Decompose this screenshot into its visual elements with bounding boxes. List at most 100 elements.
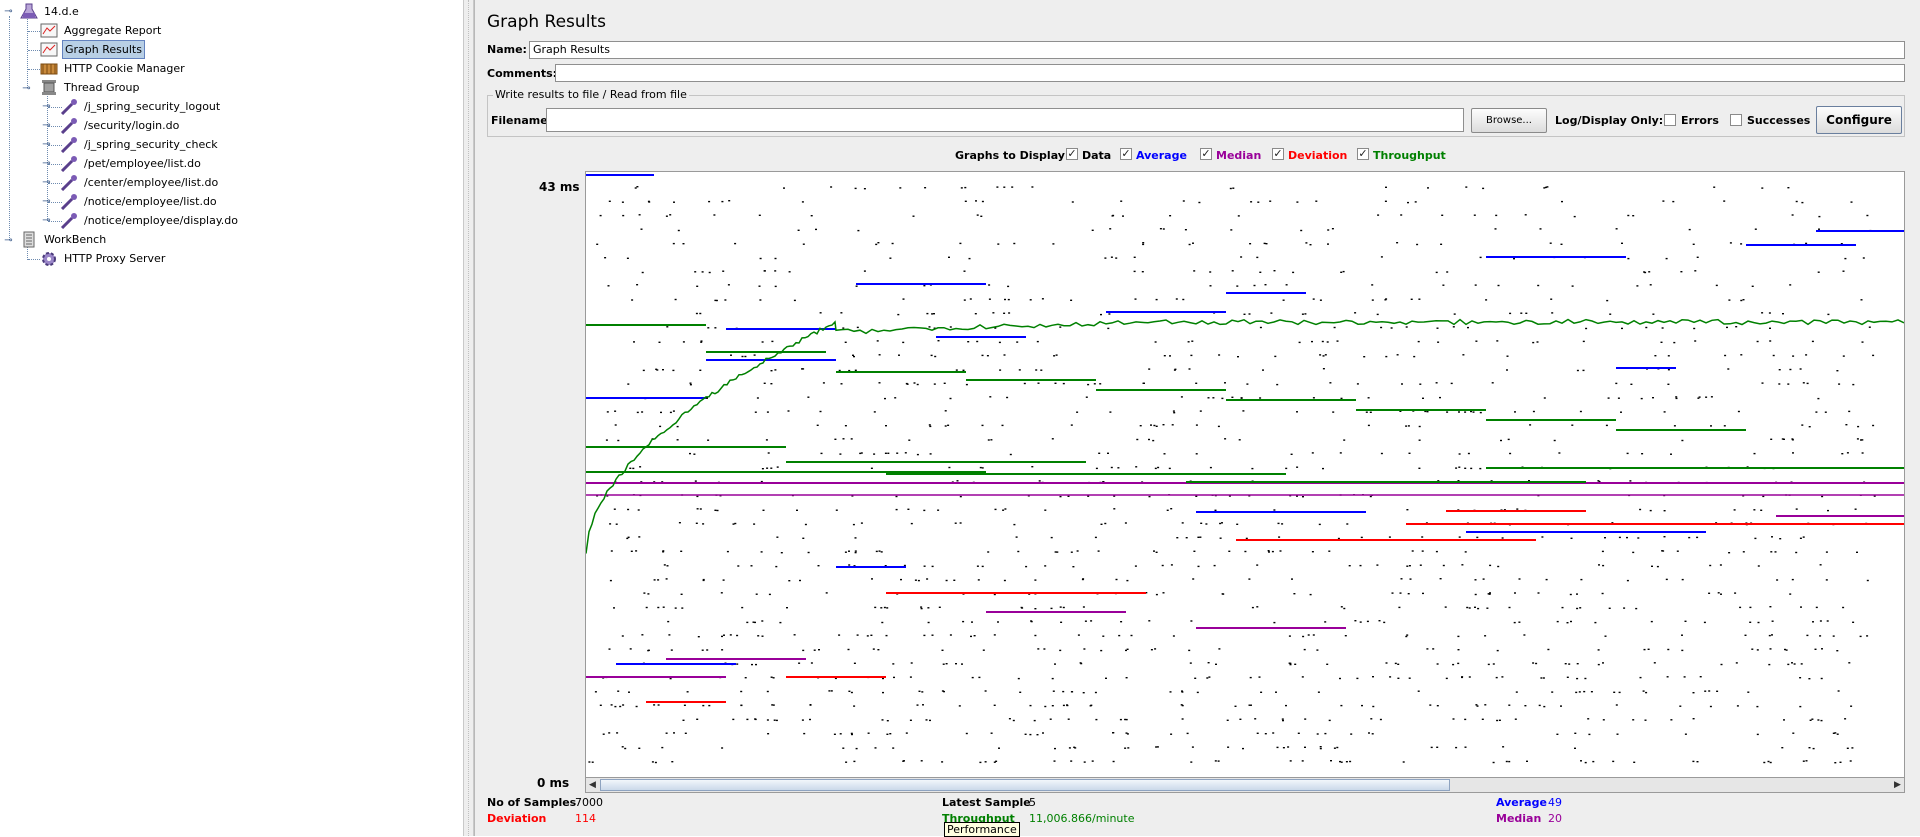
errors-checkbox[interactable] <box>1664 114 1676 126</box>
deviation-checkbox[interactable]: ✓ <box>1272 147 1284 160</box>
filename-field[interactable] <box>546 108 1464 132</box>
expand-toggle-icon[interactable]: ⊸ <box>42 196 51 207</box>
data-point <box>1224 438 1227 440</box>
data-point <box>944 410 947 412</box>
data-point <box>656 369 659 371</box>
data-point <box>1051 705 1054 707</box>
tree-connector <box>48 145 62 146</box>
expand-toggle-icon[interactable]: ⊸ <box>42 101 51 112</box>
test-plan-tree[interactable]: ⊸ ⊸ ⊸ ⊸ ⊸ ⊸ ⊸ ⊸ ⊸ ⊸ 14.d.e Aggregate Rep… <box>0 0 463 836</box>
data-point <box>1506 355 1509 357</box>
data-point <box>1317 691 1320 693</box>
name-field[interactable] <box>529 41 1905 59</box>
data-point <box>1340 606 1343 608</box>
data-point <box>801 368 803 370</box>
data-point <box>1426 648 1429 650</box>
data-point <box>1576 663 1579 665</box>
collapse-toggle-icon[interactable]: ⊸ <box>22 83 31 94</box>
log-display-only-label: Log/Display Only: <box>1555 114 1664 127</box>
data-point <box>921 691 924 693</box>
data-point <box>677 229 680 232</box>
data-point <box>1536 341 1539 343</box>
data-point <box>1573 215 1576 218</box>
successes-checkbox[interactable] <box>1730 114 1742 126</box>
graph-horizontal-scrollbar[interactable]: ◀ ▶ <box>585 777 1905 793</box>
data-checkbox[interactable]: ✓ <box>1066 147 1078 160</box>
data-point <box>1641 453 1644 455</box>
data-point <box>1837 690 1840 692</box>
data-point <box>877 242 880 244</box>
data-point <box>655 368 658 370</box>
expand-toggle-icon[interactable]: ⊸ <box>42 158 51 169</box>
data-point <box>1296 201 1299 203</box>
data-point <box>882 677 884 680</box>
data-point <box>1805 242 1808 245</box>
data-point <box>1406 565 1409 567</box>
data-point <box>1660 341 1663 343</box>
comments-field[interactable] <box>555 64 1905 82</box>
expand-toggle-icon[interactable]: ⊸ <box>42 139 51 150</box>
data-point <box>716 509 719 512</box>
data-point <box>1011 186 1014 188</box>
collapse-toggle-icon[interactable]: ⊸ <box>4 235 13 246</box>
data-point <box>1569 593 1572 596</box>
tree-connector <box>28 69 40 70</box>
data-point <box>1566 622 1569 624</box>
data-point <box>1148 368 1151 370</box>
expand-toggle-icon[interactable]: ⊸ <box>42 120 51 131</box>
data-point <box>1475 340 1478 342</box>
data-point <box>1479 467 1482 470</box>
data-point <box>965 732 968 735</box>
data-point <box>1812 747 1815 750</box>
data-point <box>926 312 929 315</box>
data-point <box>1597 649 1600 651</box>
configure-button[interactable]: Configure <box>1816 106 1902 134</box>
data-point <box>1839 761 1842 763</box>
http-sampler-pipette-icon <box>60 155 78 173</box>
data-point <box>1526 760 1528 762</box>
data-point <box>933 327 936 329</box>
data-point <box>1190 354 1193 357</box>
expand-toggle-icon[interactable]: ⊸ <box>42 177 51 188</box>
data-point <box>799 579 801 582</box>
throughput-checkbox[interactable]: ✓ <box>1357 147 1369 160</box>
data-point <box>1636 285 1639 287</box>
data-point <box>947 424 950 426</box>
scroll-right-arrow-icon[interactable]: ▶ <box>1894 780 1901 790</box>
collapse-toggle-icon[interactable]: ⊸ <box>4 6 13 17</box>
browse-button[interactable]: Browse... <box>1471 108 1547 133</box>
data-point <box>1653 662 1656 664</box>
median-checkbox[interactable]: ✓ <box>1200 147 1212 160</box>
data-point <box>1670 453 1672 455</box>
data-point <box>1222 593 1225 595</box>
data-point <box>1181 704 1184 707</box>
data-point <box>1640 397 1643 400</box>
expand-toggle-icon[interactable]: ⊸ <box>42 215 51 226</box>
split-pane-divider[interactable] <box>463 0 474 836</box>
average-checkbox[interactable]: ✓ <box>1120 147 1132 160</box>
data-point <box>1246 383 1249 385</box>
data-point <box>948 256 950 258</box>
data-point <box>641 411 644 413</box>
data-point <box>1281 718 1284 720</box>
data-point <box>1617 397 1620 399</box>
data-point <box>653 704 656 706</box>
data-point <box>759 299 762 301</box>
data-point <box>1623 607 1626 609</box>
data-point <box>1751 285 1754 287</box>
scroll-left-arrow-icon[interactable]: ◀ <box>589 780 596 790</box>
data-point <box>986 355 989 357</box>
data-point <box>1067 718 1070 720</box>
data-point <box>976 340 979 343</box>
data-point <box>1262 369 1264 371</box>
data-point <box>891 242 894 245</box>
data-point <box>744 355 747 358</box>
data-point <box>1405 326 1408 328</box>
proxy-server-gear-icon <box>40 250 58 267</box>
data-point <box>860 452 863 454</box>
data-point <box>1594 621 1597 624</box>
data-point <box>787 410 790 412</box>
data-point <box>737 565 740 567</box>
scrollbar-thumb[interactable] <box>600 779 1450 791</box>
data-point <box>1556 733 1559 735</box>
